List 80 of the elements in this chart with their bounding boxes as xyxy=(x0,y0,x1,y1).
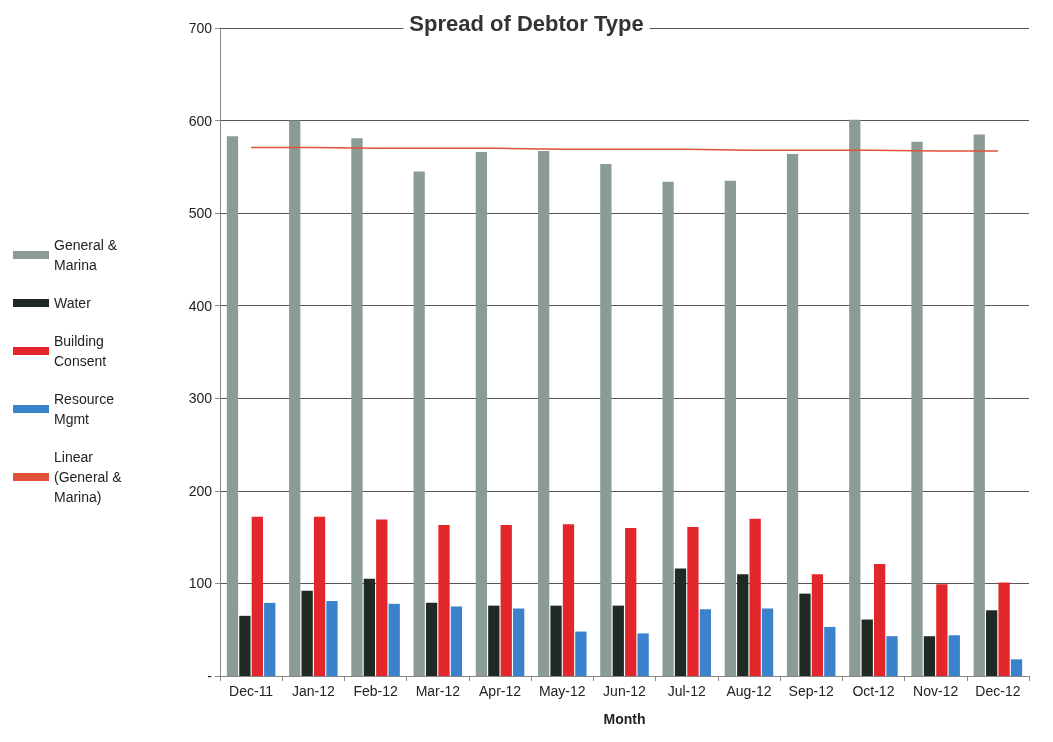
bar xyxy=(973,134,985,676)
y-tick-label: 500 xyxy=(188,205,213,222)
bar xyxy=(687,526,699,676)
bar xyxy=(786,153,799,676)
bar xyxy=(612,605,624,676)
bar xyxy=(388,603,400,676)
bar xyxy=(313,516,326,676)
y-tick-label: 300 xyxy=(188,390,213,407)
x-axis-title: Month xyxy=(603,711,646,727)
x-tick-label: Oct-12 xyxy=(852,683,895,699)
bar xyxy=(363,578,376,676)
bar xyxy=(998,582,1010,676)
x-tick-label: Mar-12 xyxy=(415,683,461,699)
legend-label: General & Marina xyxy=(54,237,118,273)
bar xyxy=(936,584,948,676)
bar xyxy=(562,524,575,676)
bar xyxy=(749,518,761,676)
bar xyxy=(425,602,438,676)
bar xyxy=(824,626,836,676)
bar xyxy=(226,136,239,676)
y-tick-label: - xyxy=(207,668,213,684)
bar xyxy=(737,574,749,676)
bar xyxy=(761,608,774,676)
x-tick-label: Jul-12 xyxy=(667,683,707,699)
bar xyxy=(289,120,301,676)
legend-label: Water xyxy=(54,295,92,311)
bar xyxy=(326,601,338,676)
bar xyxy=(438,525,450,676)
legend-label: Resource Mgmt xyxy=(54,391,115,427)
bar xyxy=(873,563,886,676)
bar xyxy=(948,635,960,676)
bar xyxy=(475,152,488,676)
legend-label: Linear (General & Marina) xyxy=(54,449,123,505)
bar xyxy=(861,619,873,676)
bar xyxy=(351,138,363,676)
bar xyxy=(625,527,637,676)
y-tick-label: 100 xyxy=(188,575,213,592)
bar xyxy=(637,633,649,676)
y-tick-label: 400 xyxy=(188,297,213,314)
x-tick-label: May-12 xyxy=(538,683,586,699)
x-tick-label: Apr-12 xyxy=(479,683,522,699)
x-tick-label: Jun-12 xyxy=(603,683,647,699)
bar xyxy=(301,590,313,676)
bar xyxy=(1010,659,1023,676)
bar xyxy=(799,593,811,676)
bar xyxy=(513,608,525,676)
bar xyxy=(811,574,824,676)
x-tick-label: Nov-12 xyxy=(913,683,959,699)
bar xyxy=(662,181,674,676)
y-tick-label: 600 xyxy=(188,112,213,129)
bar xyxy=(849,119,861,676)
chart-title: Spread of Debtor Type xyxy=(409,10,644,36)
bar xyxy=(264,602,276,676)
x-tick-label: Dec-12 xyxy=(975,683,1021,699)
y-tick-label: 200 xyxy=(188,482,213,499)
bar xyxy=(251,516,263,676)
x-tick-label: Sep-12 xyxy=(788,683,834,699)
bar xyxy=(923,636,936,676)
bar xyxy=(376,519,388,676)
bar xyxy=(575,631,587,676)
x-tick-label: Feb-12 xyxy=(353,683,398,699)
x-tick-label: Aug-12 xyxy=(726,683,772,699)
bar xyxy=(600,164,612,676)
bar xyxy=(724,180,736,676)
bar xyxy=(911,141,923,676)
y-tick-label: 700 xyxy=(188,20,213,36)
x-tick-label: Dec-11 xyxy=(229,683,274,699)
bar xyxy=(239,615,251,676)
bar xyxy=(986,610,998,676)
legend-label: Building Consent xyxy=(54,333,107,369)
x-tick-label: Jan-12 xyxy=(291,683,335,699)
bar xyxy=(886,636,898,676)
bar xyxy=(538,151,550,676)
bar xyxy=(699,609,711,676)
bar xyxy=(500,525,512,676)
bar xyxy=(488,605,500,676)
bar xyxy=(413,171,425,676)
bar xyxy=(674,568,687,676)
bar xyxy=(450,606,463,676)
bar xyxy=(550,605,562,676)
